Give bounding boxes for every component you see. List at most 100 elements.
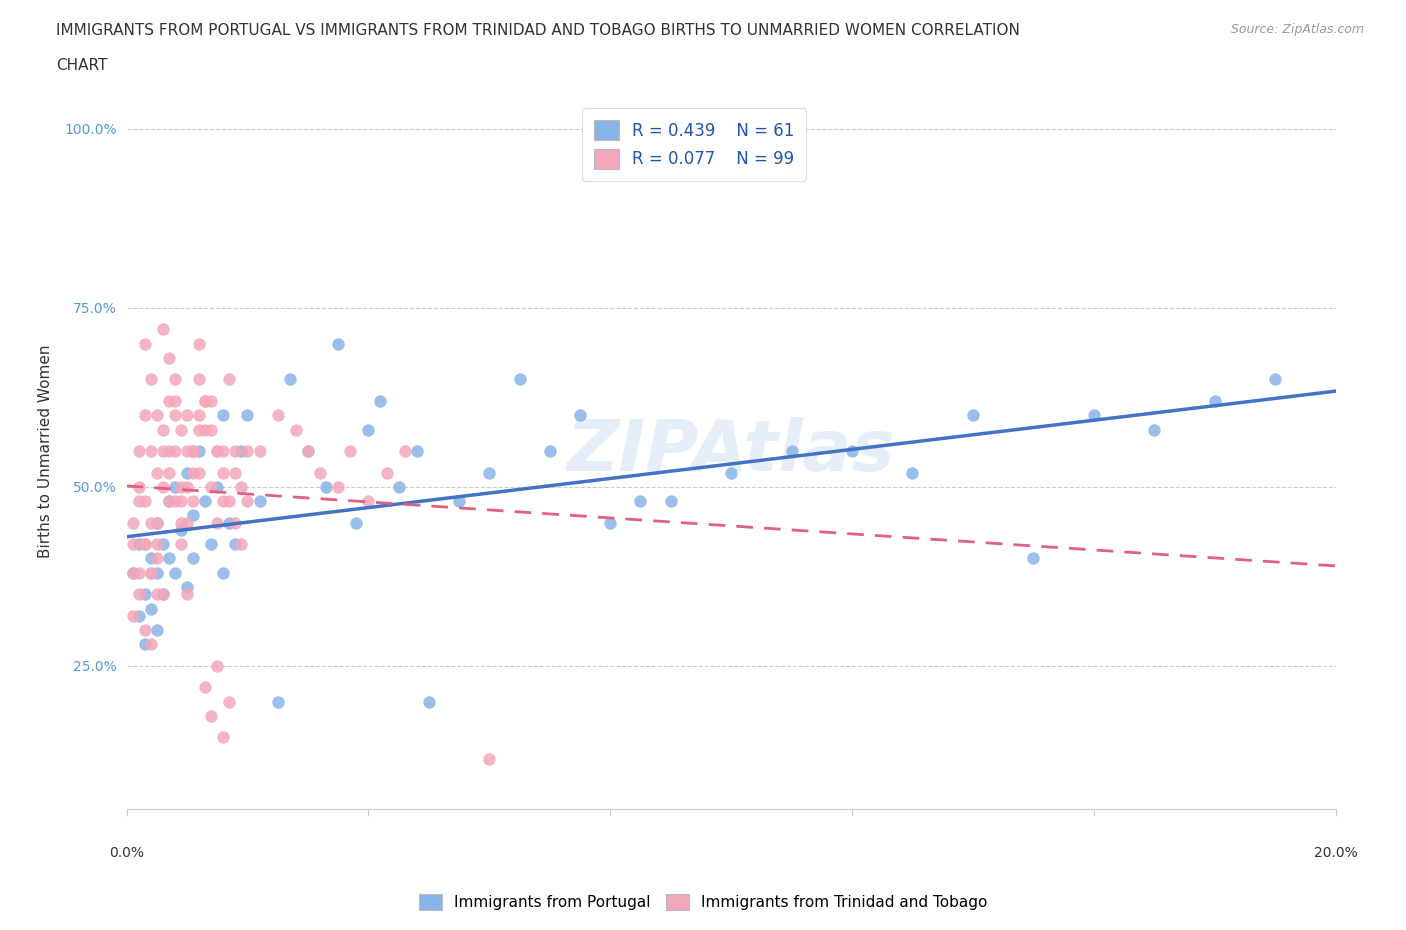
Point <box>218 515 240 530</box>
Point <box>134 337 156 352</box>
Point <box>128 494 150 509</box>
Point <box>297 444 319 458</box>
Point <box>188 444 211 458</box>
Point <box>134 623 156 638</box>
Point <box>163 444 186 458</box>
Point <box>176 465 198 480</box>
Point <box>163 393 186 408</box>
Point <box>267 407 290 422</box>
Point <box>212 565 235 580</box>
Point <box>188 422 211 437</box>
Point <box>146 551 169 565</box>
Point <box>152 422 174 437</box>
Point <box>181 494 204 509</box>
Point <box>236 494 259 509</box>
Text: ZIPAtlas: ZIPAtlas <box>567 417 896 485</box>
Point <box>188 337 211 352</box>
Point <box>163 565 186 580</box>
Point <box>139 372 162 387</box>
Point <box>194 422 217 437</box>
Point <box>236 444 259 458</box>
Point <box>139 637 162 652</box>
Point <box>157 351 180 365</box>
Point <box>121 565 143 580</box>
Point <box>1083 407 1105 422</box>
Point <box>357 494 380 509</box>
Point <box>146 587 169 602</box>
Point <box>375 465 398 480</box>
Point <box>1204 393 1226 408</box>
Point <box>249 494 271 509</box>
Point <box>128 537 150 551</box>
Point <box>157 551 180 565</box>
Point <box>200 393 222 408</box>
Point <box>181 551 204 565</box>
Point <box>146 515 169 530</box>
Point <box>568 407 592 422</box>
Point <box>249 444 271 458</box>
Point <box>139 565 162 580</box>
Point <box>146 407 169 422</box>
Point <box>478 465 501 480</box>
Point <box>224 515 246 530</box>
Point <box>176 587 198 602</box>
Point <box>212 494 235 509</box>
Point <box>200 422 222 437</box>
Point <box>176 515 198 530</box>
Point <box>170 523 193 538</box>
Point <box>121 537 143 551</box>
Point <box>139 515 162 530</box>
Point <box>231 444 253 458</box>
Point <box>170 480 193 495</box>
Point <box>212 465 235 480</box>
Point <box>659 494 682 509</box>
Point <box>236 407 259 422</box>
Point <box>146 515 169 530</box>
Point <box>231 480 253 495</box>
Point <box>509 372 531 387</box>
Text: 20.0%: 20.0% <box>1313 846 1358 860</box>
Point <box>134 637 156 652</box>
Point <box>962 407 984 422</box>
Point <box>212 407 235 422</box>
Point <box>212 444 235 458</box>
Point <box>181 444 204 458</box>
Point <box>212 730 235 745</box>
Point <box>841 444 863 458</box>
Point <box>194 393 217 408</box>
Point <box>121 608 143 623</box>
Point <box>163 372 186 387</box>
Point <box>447 494 470 509</box>
Point <box>720 465 742 480</box>
Point <box>200 709 222 724</box>
Point <box>599 515 621 530</box>
Point <box>170 422 193 437</box>
Point <box>181 465 204 480</box>
Point <box>901 465 924 480</box>
Point <box>181 444 204 458</box>
Point <box>170 515 193 530</box>
Point <box>218 372 240 387</box>
Point <box>157 465 180 480</box>
Point <box>128 608 150 623</box>
Point <box>418 694 440 709</box>
Point <box>170 494 193 509</box>
Point <box>278 372 301 387</box>
Point <box>326 480 350 495</box>
Point <box>139 551 162 565</box>
Point <box>394 444 416 458</box>
Point <box>297 444 319 458</box>
Point <box>128 444 150 458</box>
Point <box>339 444 361 458</box>
Point <box>157 494 180 509</box>
Point <box>405 444 427 458</box>
Point <box>152 480 174 495</box>
Point <box>205 480 228 495</box>
Point <box>224 444 246 458</box>
Point <box>205 515 228 530</box>
Point <box>194 494 217 509</box>
Point <box>388 480 411 495</box>
Point <box>176 407 198 422</box>
Text: CHART: CHART <box>56 58 108 73</box>
Point <box>128 587 150 602</box>
